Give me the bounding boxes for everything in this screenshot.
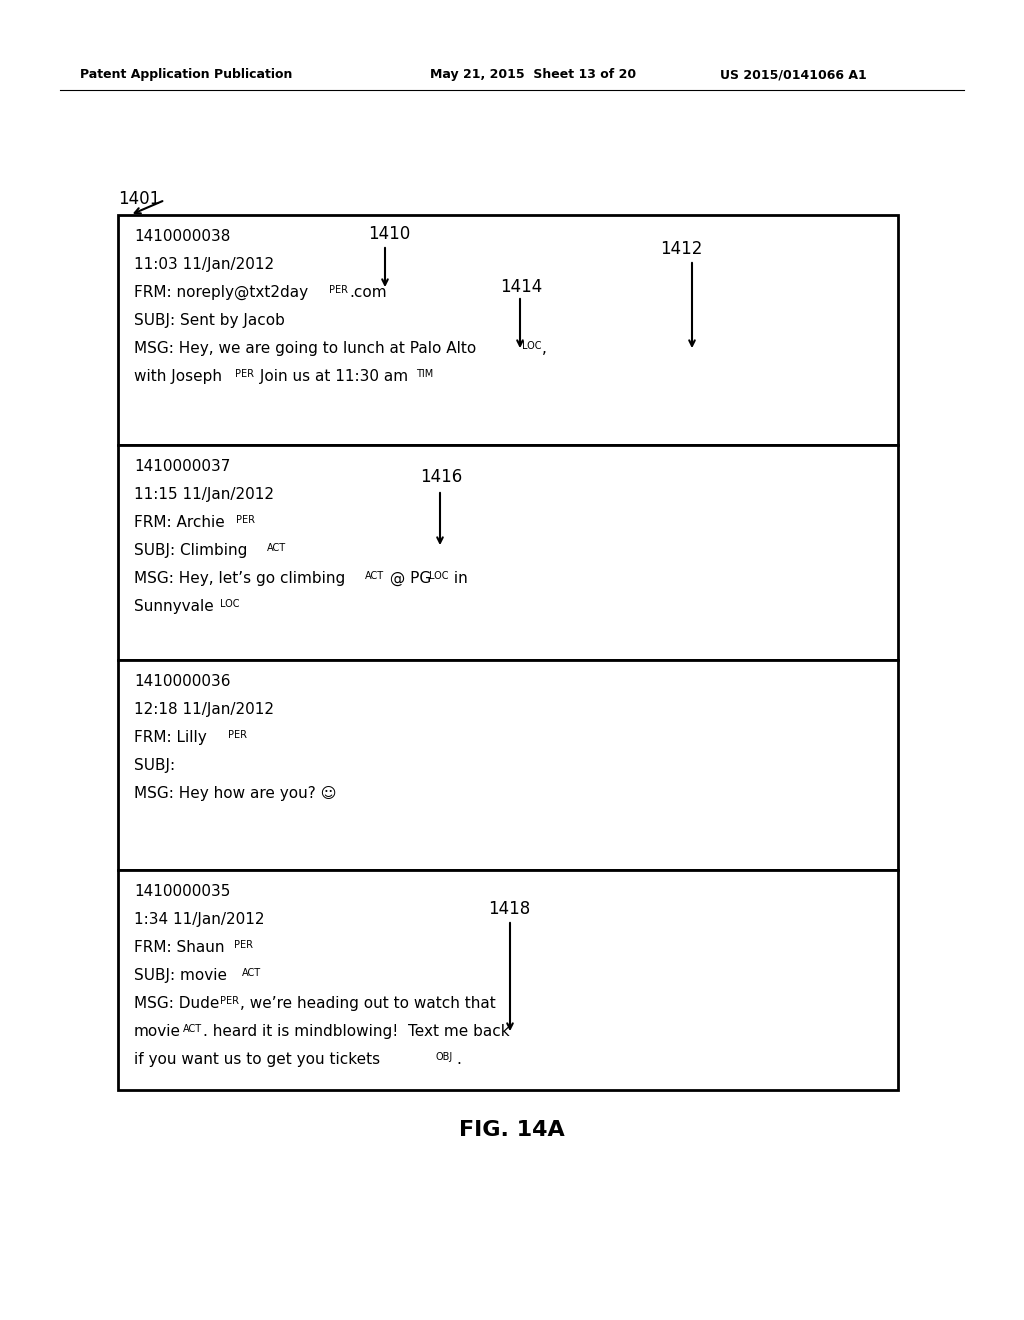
Text: 1416: 1416 (420, 469, 462, 486)
Text: Join us at 11:30 am: Join us at 11:30 am (255, 370, 413, 384)
Text: FRM: Lilly: FRM: Lilly (134, 730, 207, 744)
Text: PER: PER (234, 940, 253, 950)
Text: SUBJ:: SUBJ: (134, 758, 175, 774)
Text: LOC: LOC (522, 341, 542, 351)
Text: SUBJ: Climbing: SUBJ: Climbing (134, 543, 248, 558)
Text: MSG: Dude: MSG: Dude (134, 997, 219, 1011)
Text: with Joseph: with Joseph (134, 370, 222, 384)
Text: movie: movie (134, 1024, 181, 1039)
Text: FIG. 14A: FIG. 14A (459, 1119, 565, 1140)
Text: 1418: 1418 (488, 900, 530, 917)
Text: 1412: 1412 (660, 240, 702, 257)
Text: MSG: Hey how are you? ☺: MSG: Hey how are you? ☺ (134, 785, 337, 801)
Text: 12:18 11/Jan/2012: 12:18 11/Jan/2012 (134, 702, 274, 717)
Text: 1410000038: 1410000038 (134, 228, 230, 244)
Text: LOC: LOC (429, 572, 449, 581)
Text: .: . (456, 1052, 461, 1067)
Text: @ PG: @ PG (385, 572, 431, 586)
Text: MSG: Hey, let’s go climbing: MSG: Hey, let’s go climbing (134, 572, 345, 586)
Text: PER: PER (234, 370, 254, 379)
Text: ACT: ACT (365, 572, 384, 581)
FancyBboxPatch shape (118, 660, 898, 870)
Text: , we’re heading out to watch that: , we’re heading out to watch that (240, 997, 496, 1011)
Text: 1410: 1410 (368, 224, 411, 243)
Text: PER: PER (236, 515, 255, 525)
Text: 1410000037: 1410000037 (134, 459, 230, 474)
Text: PER: PER (329, 285, 348, 294)
Text: if you want us to get you tickets: if you want us to get you tickets (134, 1052, 380, 1067)
FancyBboxPatch shape (118, 445, 898, 660)
Text: Patent Application Publication: Patent Application Publication (80, 69, 293, 81)
Text: FRM: Archie: FRM: Archie (134, 515, 224, 531)
Text: SUBJ: movie: SUBJ: movie (134, 968, 227, 983)
Text: May 21, 2015  Sheet 13 of 20: May 21, 2015 Sheet 13 of 20 (430, 69, 636, 81)
Text: in: in (449, 572, 468, 586)
Text: US 2015/0141066 A1: US 2015/0141066 A1 (720, 69, 866, 81)
FancyBboxPatch shape (118, 870, 898, 1090)
Text: FRM: Shaun: FRM: Shaun (134, 940, 224, 954)
Text: 1410000035: 1410000035 (134, 884, 230, 899)
Text: .com: .com (349, 285, 387, 300)
Text: 1410000036: 1410000036 (134, 675, 230, 689)
Text: ACT: ACT (183, 1024, 202, 1034)
Text: 11:03 11/Jan/2012: 11:03 11/Jan/2012 (134, 257, 274, 272)
Text: PER: PER (220, 997, 239, 1006)
Text: FRM: noreply@txt2day: FRM: noreply@txt2day (134, 285, 308, 300)
Text: ACT: ACT (242, 968, 261, 978)
Text: PER: PER (228, 730, 247, 741)
Text: MSG: Hey, we are going to lunch at Palo Alto: MSG: Hey, we are going to lunch at Palo … (134, 341, 476, 356)
Text: TIM: TIM (416, 370, 433, 379)
Text: 1414: 1414 (500, 279, 543, 296)
Text: . heard it is mindblowing!  Text me back: . heard it is mindblowing! Text me back (203, 1024, 510, 1039)
Text: SUBJ: Sent by Jacob: SUBJ: Sent by Jacob (134, 313, 285, 327)
Text: 11:15 11/Jan/2012: 11:15 11/Jan/2012 (134, 487, 274, 502)
Text: 1:34 11/Jan/2012: 1:34 11/Jan/2012 (134, 912, 264, 927)
Text: 1401: 1401 (118, 190, 160, 209)
Text: OBJ: OBJ (436, 1052, 454, 1063)
Text: Sunnyvale: Sunnyvale (134, 599, 214, 614)
Text: ,: , (542, 341, 547, 356)
Text: LOC: LOC (220, 599, 240, 609)
Text: ACT: ACT (267, 543, 286, 553)
FancyBboxPatch shape (118, 215, 898, 445)
